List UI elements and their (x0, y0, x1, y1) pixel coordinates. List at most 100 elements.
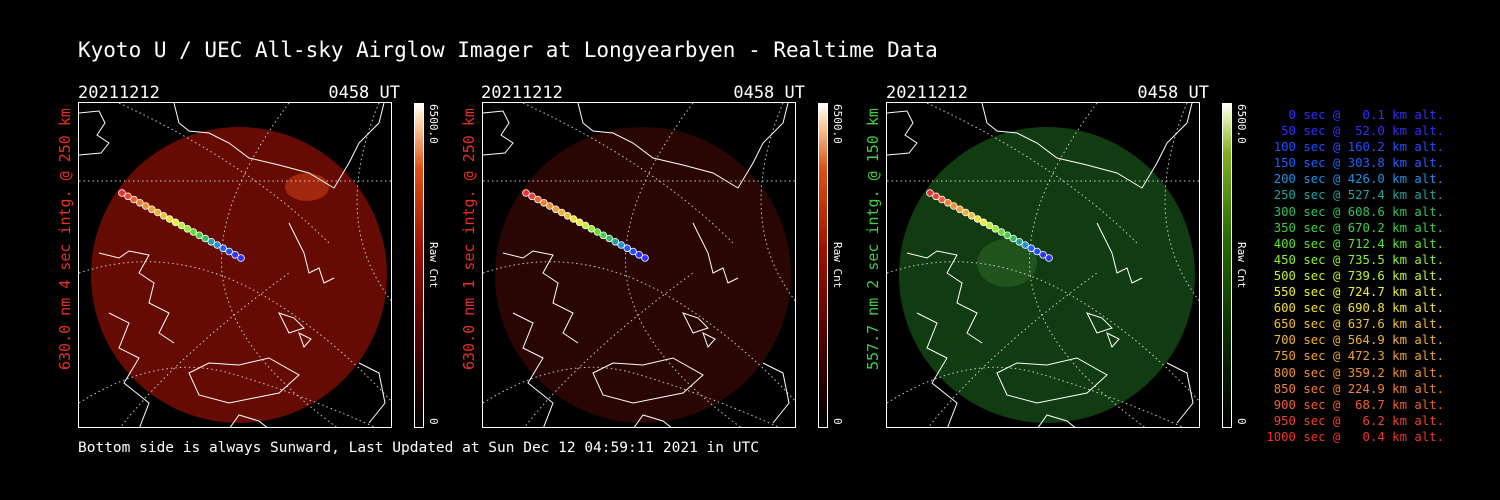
coordinate-grid (887, 103, 1199, 427)
trajectory-point (587, 225, 596, 233)
trajectory-point (611, 238, 620, 246)
all-sky-map (483, 103, 795, 427)
trajectory-point (599, 231, 608, 240)
trajectory-point (617, 241, 626, 249)
trajectory-point (1027, 244, 1036, 253)
trajectory-track (118, 189, 245, 262)
legend-entry: 850 sec @ 224.9 km alt. (1273, 381, 1444, 396)
coastlines (79, 103, 386, 427)
legend-entry: 750 sec @ 472.3 km alt. (1273, 349, 1444, 364)
legend-entry: 550 sec @ 724.7 km alt. (1273, 285, 1444, 300)
coastlines (887, 103, 1194, 427)
panel-1-colorbar-min: 0 (427, 418, 440, 425)
trajectory-point (237, 254, 245, 262)
airglow-disc (495, 127, 791, 423)
coastlines (483, 103, 790, 427)
trajectory-point (641, 254, 649, 262)
trajectory-point (593, 228, 602, 236)
trajectory-point (1009, 234, 1018, 243)
trajectory-point (201, 234, 210, 243)
trajectory-point (961, 208, 970, 217)
trajectory-point (142, 202, 150, 210)
trajectory-point (635, 251, 643, 259)
trajectory-point (569, 215, 578, 223)
panel-2-image (482, 102, 796, 428)
panel-1-colorbar-unit: Raw Cnt (427, 242, 440, 289)
panel-3-date: 20211212 (886, 83, 968, 103)
legend-entry: 450 sec @ 735.5 km alt. (1273, 252, 1444, 267)
trajectory-point (956, 205, 964, 214)
trajectory-point (189, 228, 198, 236)
trajectory-point (546, 202, 554, 210)
legend-entry: 400 sec @ 712.4 km alt. (1273, 236, 1444, 251)
trajectory-point (124, 192, 132, 201)
trajectory-point (153, 208, 162, 217)
trajectory-point (926, 189, 934, 197)
trajectory-legend: 0 sec @ 0.1 km alt. 50 sec @ 52.0 km alt.… (1262, 107, 1444, 445)
trajectory-point (1003, 231, 1012, 240)
legend-entry: 900 sec @ 68.7 km alt. (1273, 397, 1444, 412)
trajectory-point (605, 234, 614, 243)
legend-entry: 350 sec @ 670.2 km alt. (1273, 220, 1444, 235)
airglow-disc (899, 127, 1195, 423)
trajectory-point (932, 192, 940, 201)
trajectory-point (563, 212, 572, 220)
legend-entry: 100 sec @ 160.2 km alt. (1273, 140, 1444, 155)
legend-entry: 200 sec @ 426.0 km alt. (1273, 172, 1444, 187)
trajectory-point (159, 212, 168, 220)
panel-2-time: 0458 UT (733, 83, 805, 103)
trajectory-point (136, 199, 144, 207)
trajectory-point (979, 218, 988, 227)
panel-2-colorbar-max: 6500.0 (831, 104, 844, 144)
trajectory-point (118, 189, 126, 197)
trajectory-point (219, 244, 228, 253)
panel-3-colorbar-unit: Raw Cnt (1235, 242, 1248, 289)
trajectory-point (522, 189, 530, 197)
all-sky-map (79, 103, 391, 427)
coordinate-grid (483, 103, 795, 427)
trajectory-point (195, 231, 204, 240)
trajectory-point (1039, 251, 1047, 259)
trajectory-point (1015, 238, 1024, 246)
trajectory-point (183, 225, 192, 233)
all-sky-map (887, 103, 1199, 427)
legend-entry: 50 sec @ 52.0 km alt. (1281, 124, 1444, 139)
panel-3-colorbar-min: 0 (1235, 418, 1248, 425)
legend-entry: 700 sec @ 564.9 km alt. (1273, 333, 1444, 348)
panel-3-colorbar-max: 6500.0 (1235, 104, 1248, 144)
aurora-patch (977, 239, 1037, 287)
trajectory-point (581, 221, 590, 230)
trajectory-point (177, 221, 186, 230)
panel-2-date: 20211212 (481, 83, 563, 103)
trajectory-point (213, 241, 222, 249)
trajectory-point (1045, 254, 1053, 262)
trajectory-point (165, 215, 174, 223)
trajectory-point (528, 192, 536, 201)
legend-entry: 500 sec @ 739.6 km alt. (1273, 268, 1444, 283)
panel-1-image (78, 102, 392, 428)
trajectory-point (991, 225, 1000, 233)
page-title: Kyoto U / UEC All-sky Airglow Imager at … (78, 38, 938, 62)
trajectory-point (997, 228, 1006, 236)
trajectory-point (575, 218, 584, 227)
trajectory-point (171, 218, 180, 227)
legend-entry: 300 sec @ 608.6 km alt. (1273, 204, 1444, 219)
aurora-patch (285, 173, 329, 201)
trajectory-point (130, 195, 138, 204)
trajectory-point (148, 205, 156, 214)
panel-2-colorbar (818, 103, 828, 428)
panel-3-colorbar (1222, 103, 1232, 428)
trajectory-point (985, 221, 994, 230)
panel-3-image (886, 102, 1200, 428)
legend-entry: 650 sec @ 637.6 km alt. (1273, 317, 1444, 332)
trajectory-point (1021, 241, 1030, 249)
trajectory-point (950, 202, 958, 210)
footer-note: Bottom side is always Sunward, Last Upda… (78, 440, 759, 456)
trajectory-track (926, 189, 1053, 262)
legend-entry: 950 sec @ 6.2 km alt. (1273, 413, 1444, 428)
panel-2-colorbar-min: 0 (831, 418, 844, 425)
trajectory-point (629, 247, 637, 256)
legend-entry: 600 sec @ 690.8 km alt. (1273, 301, 1444, 316)
trajectory-point (1033, 247, 1041, 256)
trajectory-point (557, 208, 566, 217)
